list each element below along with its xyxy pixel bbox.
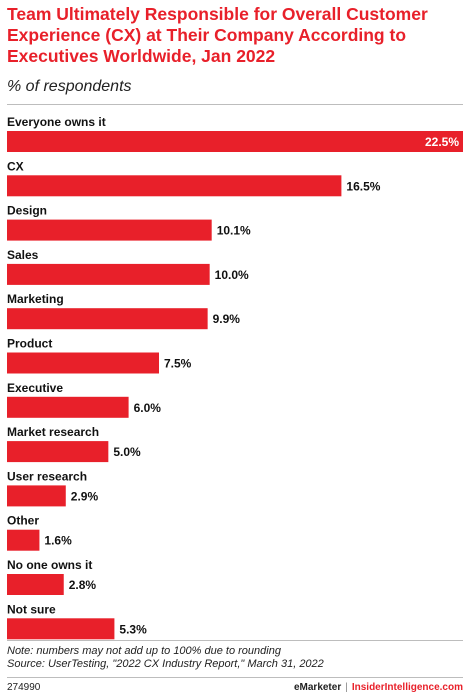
category-label: Market research xyxy=(7,425,99,439)
category-label: Marketing xyxy=(7,292,64,306)
chart-notes: Note: numbers may not add up to 100% due… xyxy=(7,645,463,671)
value-label: 9.9% xyxy=(213,312,241,326)
category-label: Sales xyxy=(7,248,39,262)
chart-subtitle: % of respondents xyxy=(7,78,132,95)
category-label: Everyone owns it xyxy=(7,115,106,129)
brand-insiderintelligence: InsiderIntelligence.com xyxy=(351,682,463,693)
bar xyxy=(7,485,66,507)
category-label: Not sure xyxy=(7,602,56,616)
category-label: Design xyxy=(7,204,47,218)
top-divider xyxy=(7,104,463,105)
value-label: 5.0% xyxy=(113,445,141,459)
value-label: 5.3% xyxy=(119,622,147,636)
brand-separator: | xyxy=(345,682,348,693)
value-label: 16.5% xyxy=(346,179,380,193)
value-label: 10.1% xyxy=(217,224,251,238)
chart-title: Team Ultimately Responsible for Overall … xyxy=(7,4,428,66)
bar-chart: Everyone owns it 22.5% CX 16.5% Design 10.1% S… xyxy=(7,115,463,640)
category-label: Other xyxy=(7,514,39,528)
category-label: Executive xyxy=(7,381,63,395)
bar xyxy=(7,263,210,285)
bar xyxy=(7,529,40,551)
note-text: Note: numbers may not add up to 100% due… xyxy=(7,645,281,657)
bar xyxy=(7,396,129,418)
footer-brand: eMarketer | InsiderIntelligence.com xyxy=(294,682,463,693)
bar xyxy=(7,308,208,330)
brand-emarketer: eMarketer xyxy=(293,682,342,693)
bar xyxy=(7,618,115,640)
bar xyxy=(7,574,64,595)
category-label: Product xyxy=(7,337,52,351)
value-label: 1.6% xyxy=(44,534,72,548)
value-label: 2.8% xyxy=(69,578,97,592)
bar xyxy=(7,175,342,197)
bottom-divider xyxy=(7,640,463,641)
category-label: CX xyxy=(7,159,24,173)
value-label: 10.0% xyxy=(215,268,249,282)
source-text: Source: UserTesting, "2022 CX Industry R… xyxy=(7,658,324,670)
chart-id: 274990 xyxy=(7,682,41,693)
value-label: 7.5% xyxy=(164,357,192,371)
bar xyxy=(7,219,212,241)
bar xyxy=(7,131,463,152)
bar xyxy=(7,352,159,374)
category-label: User research xyxy=(7,469,87,483)
value-label: 2.9% xyxy=(71,489,99,503)
category-label: No one owns it xyxy=(7,558,92,572)
value-label: 22.5% xyxy=(425,135,459,149)
value-label: 6.0% xyxy=(134,401,162,415)
footer-divider xyxy=(7,677,463,678)
bar xyxy=(7,441,109,463)
